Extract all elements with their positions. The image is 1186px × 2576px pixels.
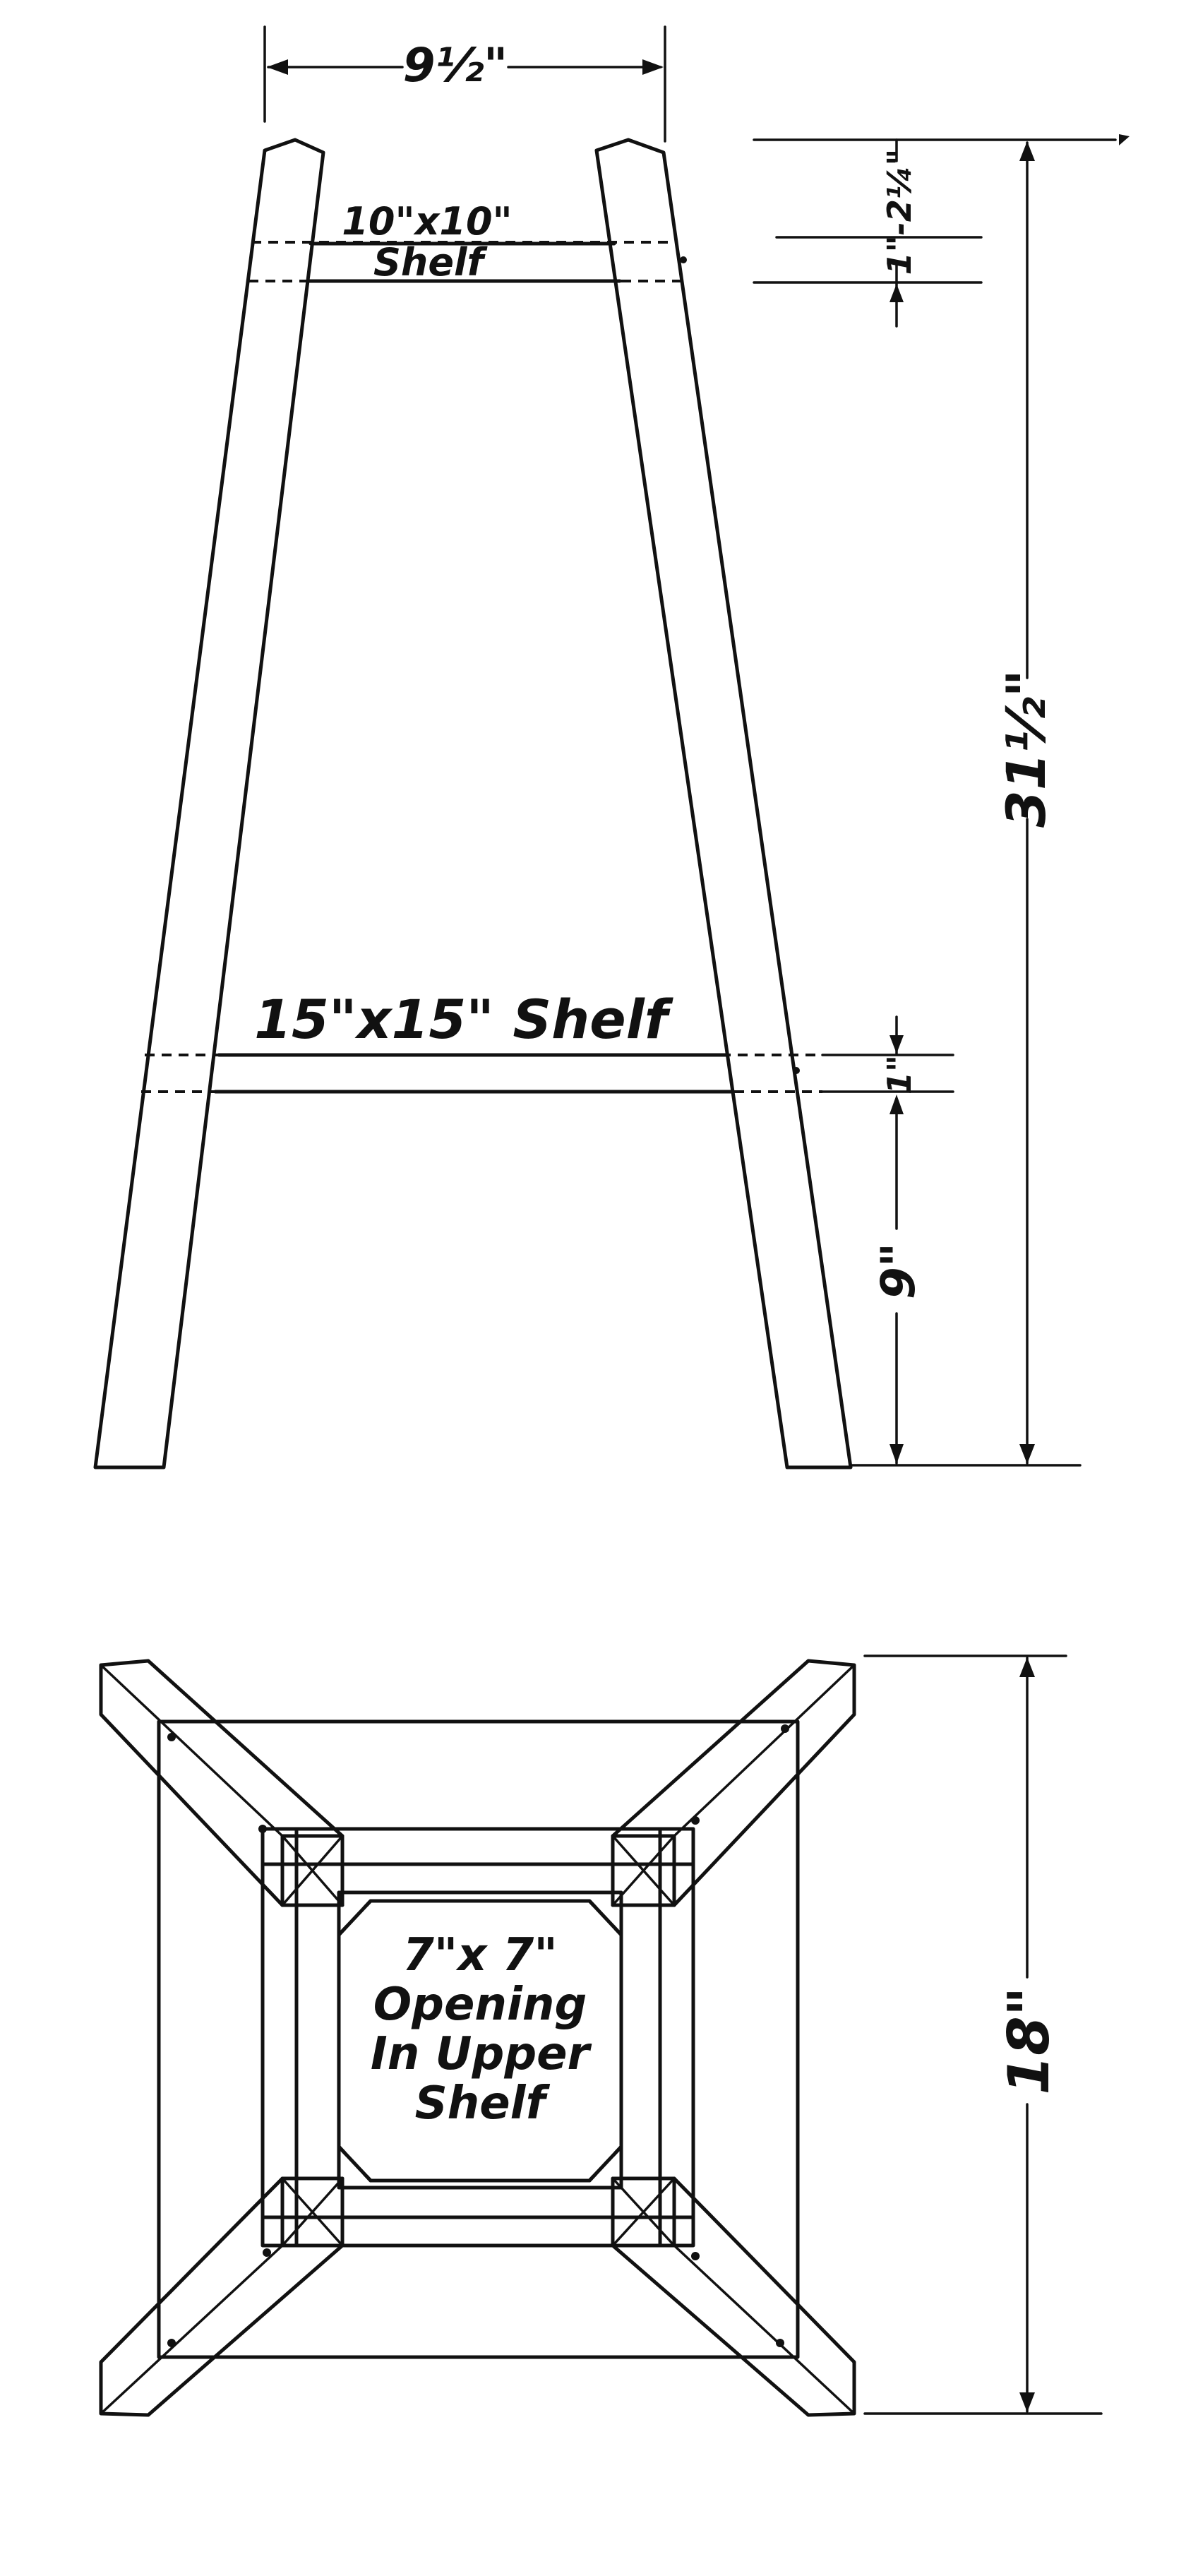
- leg-bottom-right: [611, 2176, 856, 2417]
- leg-top-left: [99, 1659, 345, 1907]
- lower-shelf-height-dimension: 9": [871, 1095, 926, 1465]
- opening-size-label: 7"x 7": [402, 1929, 557, 1981]
- upper-shelf-size-label: 10"x10": [342, 199, 512, 244]
- opening-label: Opening: [373, 1979, 587, 2031]
- leg-top-right: [611, 1659, 856, 1907]
- opening-shelf-label: Shelf: [415, 2077, 551, 2130]
- top-width-dimension: 9½": [263, 25, 666, 143]
- lower-shelf-thickness-label: 1": [880, 1055, 918, 1095]
- upper-shelf-dimension: 1"-2¼": [753, 134, 1130, 328]
- upper-shelf-dim-label: 1"-2¼": [880, 149, 918, 275]
- left-leg: [93, 138, 325, 1469]
- upper-shelf: [248, 241, 687, 283]
- plan-width-dimension: 18": [863, 1654, 1103, 2415]
- plan-view: 7"x 7" Opening In Upper Shelf: [99, 1654, 1103, 2417]
- lower-shelf-label: 15"x15" Shelf: [254, 988, 674, 1051]
- side-elevation: 9½" 10"x10" Shelf 15"x15" Shelf 1"-2¼" 1…: [93, 25, 1130, 1469]
- plan-width-label: 18": [996, 1986, 1062, 2094]
- lower-shelf-thickness-dimension: 1": [880, 1015, 918, 1095]
- leg-bottom-left: [99, 2176, 345, 2417]
- upper-shelf-name-label: Shelf: [373, 240, 488, 285]
- overall-height-label: 31½": [995, 669, 1058, 828]
- opening-location-label: In Upper: [371, 2028, 592, 2080]
- top-width-label: 9½": [403, 38, 508, 93]
- overall-height-dimension: 31½": [995, 141, 1058, 1465]
- right-leg: [594, 138, 853, 1469]
- lower-shelf: [141, 1053, 954, 1094]
- lower-shelf-height-label: 9": [871, 1243, 926, 1299]
